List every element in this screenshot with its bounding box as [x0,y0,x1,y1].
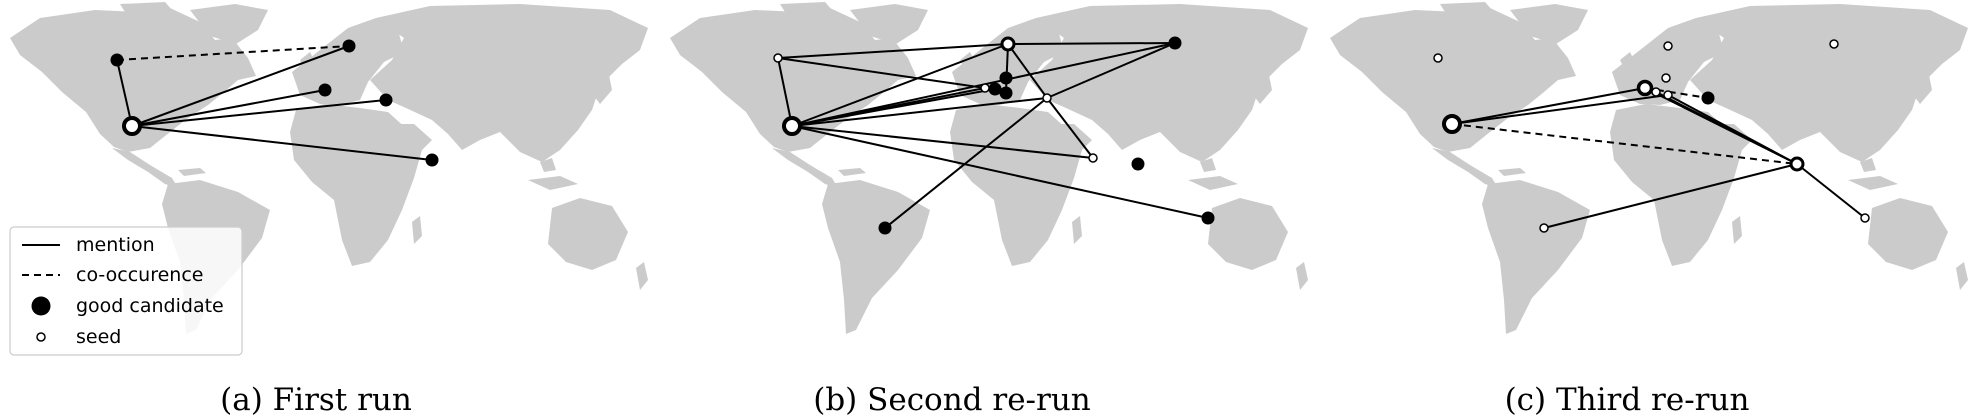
caption-a: (a) First run [220,382,412,418]
edge-mention [791,43,1009,127]
edge-mention [1543,163,1798,229]
seed-node [1661,73,1671,83]
legend-mention-label: mention [76,234,155,256]
seed-node [1088,153,1098,163]
hub-node [782,116,802,136]
edge-mention [1046,42,1176,99]
edge-co-occurrence [1644,87,1709,99]
legend-box [9,226,243,356]
legend-good-candidate-label: good candidate [76,295,224,317]
good-candidate-node [318,83,332,97]
legend-seed-swatch [36,332,46,342]
hub-node [1789,156,1805,172]
hub-node [1636,79,1654,97]
edge-mention [1007,42,1176,45]
edge-co-occurrence [1451,123,1798,165]
edge-mention [791,125,1209,219]
good-candidate-node [1168,36,1182,50]
good-candidate-node [342,39,356,53]
good-candidate-node [999,86,1013,100]
good-candidate-node [1131,157,1145,171]
panel-a: mention co-occurence good candidate seed… [9,2,648,418]
good-candidate-node [1201,211,1215,225]
good-candidate-node [999,71,1013,85]
edge-mention [791,125,1094,159]
seed-node [1651,87,1661,97]
good-candidate-node [878,221,892,235]
edge-mention [1451,94,1669,125]
caption-b: (b) Second re-run [813,382,1091,418]
edge-mention [777,57,793,127]
seed-node [773,53,783,63]
edge-mention [131,45,350,127]
good-candidate-node [110,53,124,67]
hub-node [1000,36,1016,52]
edge-mention [131,125,433,161]
legend: mention co-occurence good candidate seed [9,226,243,356]
edge-mention [1046,97,1094,159]
legend-good-candidate-swatch [31,296,51,316]
edge-mention [116,59,133,127]
edge-mention [131,99,387,127]
seed-node [1433,53,1443,63]
legend-co-occurrence-label: co-occurence [76,264,203,286]
seed-node [1829,39,1839,49]
edge-mention [1667,94,1798,165]
hub-node [1442,114,1462,134]
good-candidate-node [1701,91,1715,105]
edge-mention [1796,163,1866,219]
good-candidate-node [425,153,439,167]
seed-node [980,83,990,93]
seed-node [1663,90,1673,100]
edge-mention [131,89,326,127]
hub-node [122,116,142,136]
edge-mention [1007,43,1048,99]
edge-mention [791,97,1048,127]
panel-c: (c) Third re-run [1330,2,1968,418]
good-candidate-node [379,93,393,107]
edge-mention [791,88,996,127]
edge-mention [1451,87,1646,125]
seed-node [1042,93,1052,103]
good-candidate-node [988,82,1002,96]
caption-c: (c) Third re-run [1505,382,1750,418]
edge-mention [777,43,1009,59]
seed-node [1539,223,1549,233]
edge-co-occurrence [116,45,350,61]
legend-seed-label: seed [76,326,121,348]
seed-node [1860,213,1870,223]
seed-node [1663,41,1673,51]
edge-mention [777,57,986,89]
panel-b: (b) Second re-run [670,2,1308,418]
world-map-c [1330,2,1968,334]
edge-mention [884,97,1048,229]
